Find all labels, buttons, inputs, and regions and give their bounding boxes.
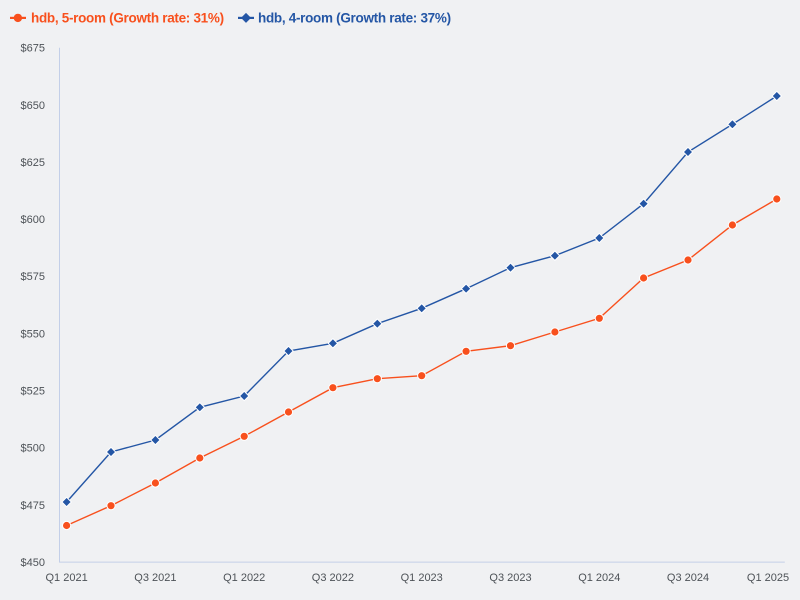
svg-text:$550: $550 [21,328,45,340]
svg-text:$650: $650 [21,100,45,112]
svg-text:Q1 2021: Q1 2021 [45,572,87,584]
svg-text:hdb, 5-room (Growth rate: 31%): hdb, 5-room (Growth rate: 31%) [31,10,224,25]
svg-text:Q3 2024: Q3 2024 [667,572,709,584]
svg-text:$575: $575 [21,271,45,283]
svg-text:Q3 2022: Q3 2022 [312,572,354,584]
svg-text:$450: $450 [21,557,45,569]
svg-text:$625: $625 [21,157,45,169]
svg-text:Q1 2023: Q1 2023 [401,572,443,584]
svg-text:Q1 2022: Q1 2022 [223,572,265,584]
svg-text:$675: $675 [21,43,45,55]
svg-text:Q1 2024: Q1 2024 [578,572,620,584]
svg-text:$500: $500 [21,443,45,455]
svg-text:$475: $475 [21,500,45,512]
svg-text:$525: $525 [21,386,45,398]
svg-text:Q3 2021: Q3 2021 [134,572,176,584]
svg-text:$600: $600 [21,214,45,226]
svg-text:hdb, 4-room (Growth rate: 37%): hdb, 4-room (Growth rate: 37%) [258,10,451,25]
svg-text:Q1 2025: Q1 2025 [747,572,789,584]
svg-text:Q3 2023: Q3 2023 [489,572,531,584]
